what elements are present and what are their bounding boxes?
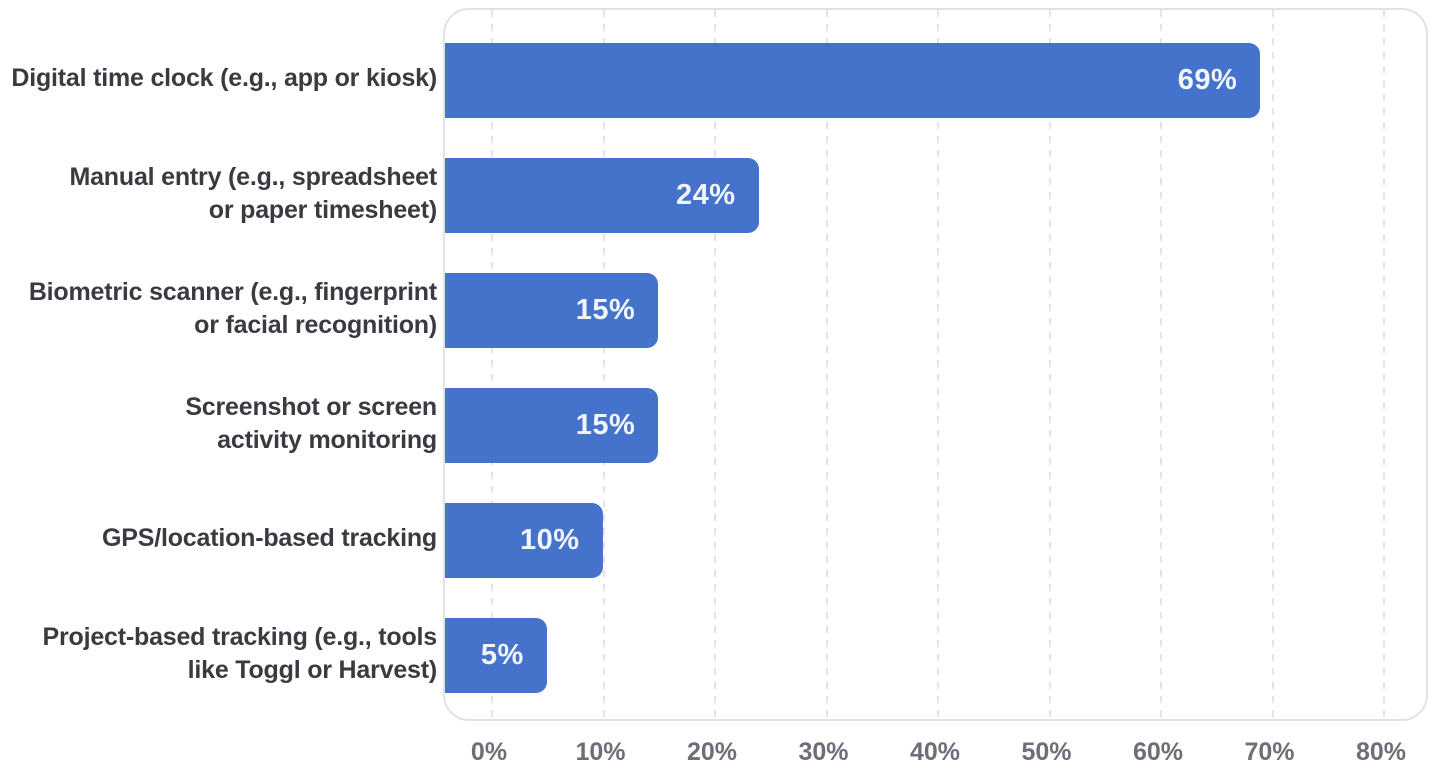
x-tick-label: 30% bbox=[798, 738, 849, 766]
x-tick-label: 40% bbox=[909, 738, 961, 766]
gridline bbox=[714, 10, 716, 719]
category-label-line: like Toggl or Harvest) bbox=[187, 655, 438, 684]
gridline bbox=[1048, 10, 1051, 719]
bar-biometric-scanner: 15% bbox=[445, 273, 659, 348]
bar-manual-entry: 24% bbox=[445, 158, 759, 233]
category-label: Biometric scanner (e.g., fingerprint or … bbox=[29, 271, 437, 346]
bar-digital-time-clock: 69% bbox=[445, 43, 1261, 118]
bar-value-label: 69% bbox=[1177, 64, 1238, 96]
gridline bbox=[825, 10, 828, 719]
x-tick-label: 80% bbox=[1355, 738, 1407, 766]
category-label-line: Project-based tracking (e.g., tools bbox=[42, 622, 438, 651]
x-tick-label: 10% bbox=[575, 738, 626, 766]
plot-area: 69% 24% 15% 15% 10% 5% bbox=[443, 8, 1428, 721]
category-label: Manual entry (e.g., spreadsheet or paper… bbox=[69, 156, 437, 231]
gridline bbox=[602, 10, 605, 719]
category-label-line: Screenshot or screen bbox=[185, 392, 437, 421]
category-label-line: or facial recognition) bbox=[194, 310, 437, 339]
gridline bbox=[491, 10, 493, 719]
category-label: Project-based tracking (e.g., tools like… bbox=[42, 616, 438, 691]
gridline bbox=[937, 10, 939, 719]
category-label-line: or paper timesheet) bbox=[208, 195, 437, 224]
bar-screenshot-monitoring: 15% bbox=[445, 388, 659, 463]
category-label: Digital time clock (e.g., app or kiosk) bbox=[11, 41, 437, 116]
bar-value-label: 15% bbox=[575, 294, 636, 326]
x-tick-label: 60% bbox=[1132, 738, 1184, 766]
category-label-line: GPS/location-based tracking bbox=[102, 524, 437, 552]
x-tick-label: 0% bbox=[470, 738, 508, 766]
x-tick-label: 20% bbox=[686, 738, 738, 766]
x-tick-label: 70% bbox=[1244, 738, 1295, 766]
bar-gps-tracking: 10% bbox=[445, 503, 603, 578]
bar-value-label: 24% bbox=[676, 179, 736, 211]
category-label-line: Biometric scanner (e.g., fingerprint bbox=[28, 277, 437, 306]
bar-project-tracking: 5% bbox=[445, 618, 547, 693]
category-label-line: Digital time clock (e.g., app or kiosk) bbox=[11, 64, 437, 92]
category-label: Screenshot or screen activity monitoring bbox=[185, 386, 437, 461]
gridline bbox=[1383, 10, 1385, 719]
category-label: GPS/location-based tracking bbox=[102, 501, 437, 576]
bars-group: 69% 24% 15% 15% 10% 5% bbox=[445, 10, 1426, 719]
bar-value-label: 15% bbox=[575, 409, 636, 441]
category-label-line: activity monitoring bbox=[217, 425, 437, 454]
gridline bbox=[1271, 10, 1274, 719]
x-tick-label: 50% bbox=[1021, 738, 1072, 766]
category-label-line: Manual entry (e.g., spreadsheet bbox=[69, 162, 437, 191]
gridline bbox=[1160, 10, 1162, 719]
bar-value-label: 10% bbox=[519, 524, 580, 556]
bar-value-label: 5% bbox=[480, 639, 524, 671]
